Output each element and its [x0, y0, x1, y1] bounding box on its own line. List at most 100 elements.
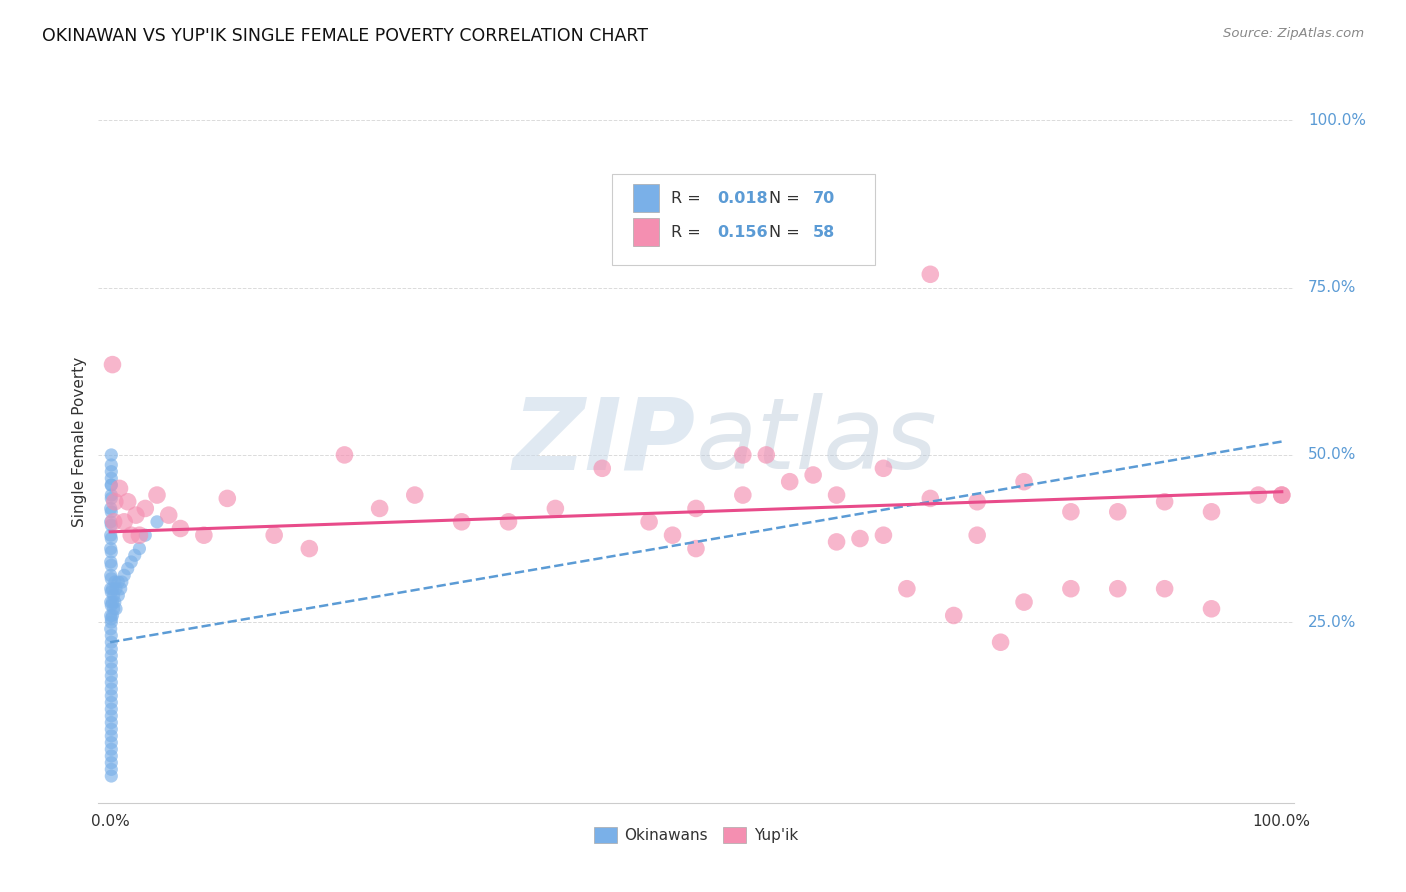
Point — [872, 461, 894, 475]
Point — [1060, 505, 1083, 519]
Point — [100, 585, 122, 599]
Point — [103, 589, 125, 603]
Point — [169, 521, 191, 535]
Point — [104, 595, 127, 609]
Point — [100, 568, 122, 582]
Point — [849, 532, 872, 546]
Text: ZIP: ZIP — [513, 393, 696, 490]
Point — [100, 762, 122, 776]
Point — [112, 568, 135, 582]
Point — [368, 501, 391, 516]
Point — [100, 648, 122, 663]
Point — [100, 532, 122, 546]
Point — [134, 528, 156, 542]
Point — [100, 702, 122, 716]
Point — [896, 582, 918, 596]
Point — [1060, 582, 1083, 596]
Point — [1201, 602, 1223, 616]
Point — [1012, 595, 1035, 609]
Point — [100, 518, 122, 533]
Text: 100.0%: 100.0% — [1308, 113, 1365, 128]
Text: 25.0%: 25.0% — [1308, 615, 1357, 630]
Point — [193, 528, 215, 542]
Point — [100, 669, 122, 683]
Point — [100, 715, 122, 730]
Point — [920, 268, 942, 282]
Point — [105, 582, 128, 596]
Point — [100, 478, 122, 492]
Point — [100, 675, 122, 690]
Point — [685, 501, 707, 516]
Point — [942, 608, 965, 623]
Text: 0.018: 0.018 — [717, 191, 768, 205]
Point — [100, 723, 122, 737]
FancyBboxPatch shape — [633, 185, 659, 211]
Point — [966, 494, 988, 508]
Point — [101, 595, 124, 609]
Text: Source: ZipAtlas.com: Source: ZipAtlas.com — [1223, 27, 1364, 40]
Point — [104, 575, 127, 590]
Point — [1153, 582, 1175, 596]
Point — [731, 448, 754, 462]
Point — [755, 448, 778, 462]
Point — [100, 555, 122, 569]
Point — [685, 541, 707, 556]
Point — [100, 622, 122, 636]
Point — [110, 582, 132, 596]
Point — [146, 488, 169, 502]
Text: R =: R = — [671, 225, 706, 240]
Point — [1271, 488, 1294, 502]
Point — [128, 541, 150, 556]
Point — [100, 635, 122, 649]
Point — [100, 742, 122, 756]
Point — [125, 508, 148, 523]
Point — [100, 545, 122, 559]
Point — [825, 535, 848, 549]
Text: atlas: atlas — [696, 393, 938, 490]
Point — [990, 635, 1012, 649]
Point — [100, 769, 122, 783]
Point — [100, 515, 122, 529]
FancyBboxPatch shape — [613, 174, 876, 265]
Point — [100, 528, 122, 542]
Point — [134, 501, 156, 516]
Point — [128, 528, 150, 542]
Point — [1107, 582, 1129, 596]
Text: 75.0%: 75.0% — [1308, 280, 1357, 295]
Point — [101, 582, 124, 596]
Text: 50.0%: 50.0% — [1308, 448, 1357, 462]
Point — [100, 689, 122, 703]
Point — [111, 575, 134, 590]
Point — [100, 505, 122, 519]
Point — [100, 572, 122, 586]
Point — [100, 488, 122, 502]
Point — [100, 558, 122, 573]
Point — [117, 494, 139, 508]
Point — [105, 602, 128, 616]
Point — [263, 528, 285, 542]
Point — [661, 528, 683, 542]
Point — [100, 599, 122, 613]
Point — [157, 508, 180, 523]
Point — [100, 595, 122, 609]
Point — [100, 729, 122, 743]
Point — [779, 475, 801, 489]
Point — [103, 602, 125, 616]
Y-axis label: Single Female Poverty: Single Female Poverty — [72, 357, 87, 526]
Point — [100, 541, 122, 556]
Point — [100, 465, 122, 479]
Point — [107, 589, 129, 603]
Legend: Okinawans, Yup'ik: Okinawans, Yup'ik — [588, 822, 804, 849]
Point — [124, 548, 146, 563]
Point — [404, 488, 426, 502]
Point — [100, 696, 122, 710]
Point — [108, 482, 131, 496]
Text: OKINAWAN VS YUP'IK SINGLE FEMALE POVERTY CORRELATION CHART: OKINAWAN VS YUP'IK SINGLE FEMALE POVERTY… — [42, 27, 648, 45]
Point — [103, 515, 125, 529]
Text: 58: 58 — [813, 225, 835, 240]
Point — [100, 735, 122, 749]
Point — [333, 448, 356, 462]
Point — [966, 528, 988, 542]
Point — [100, 608, 122, 623]
Point — [100, 682, 122, 697]
